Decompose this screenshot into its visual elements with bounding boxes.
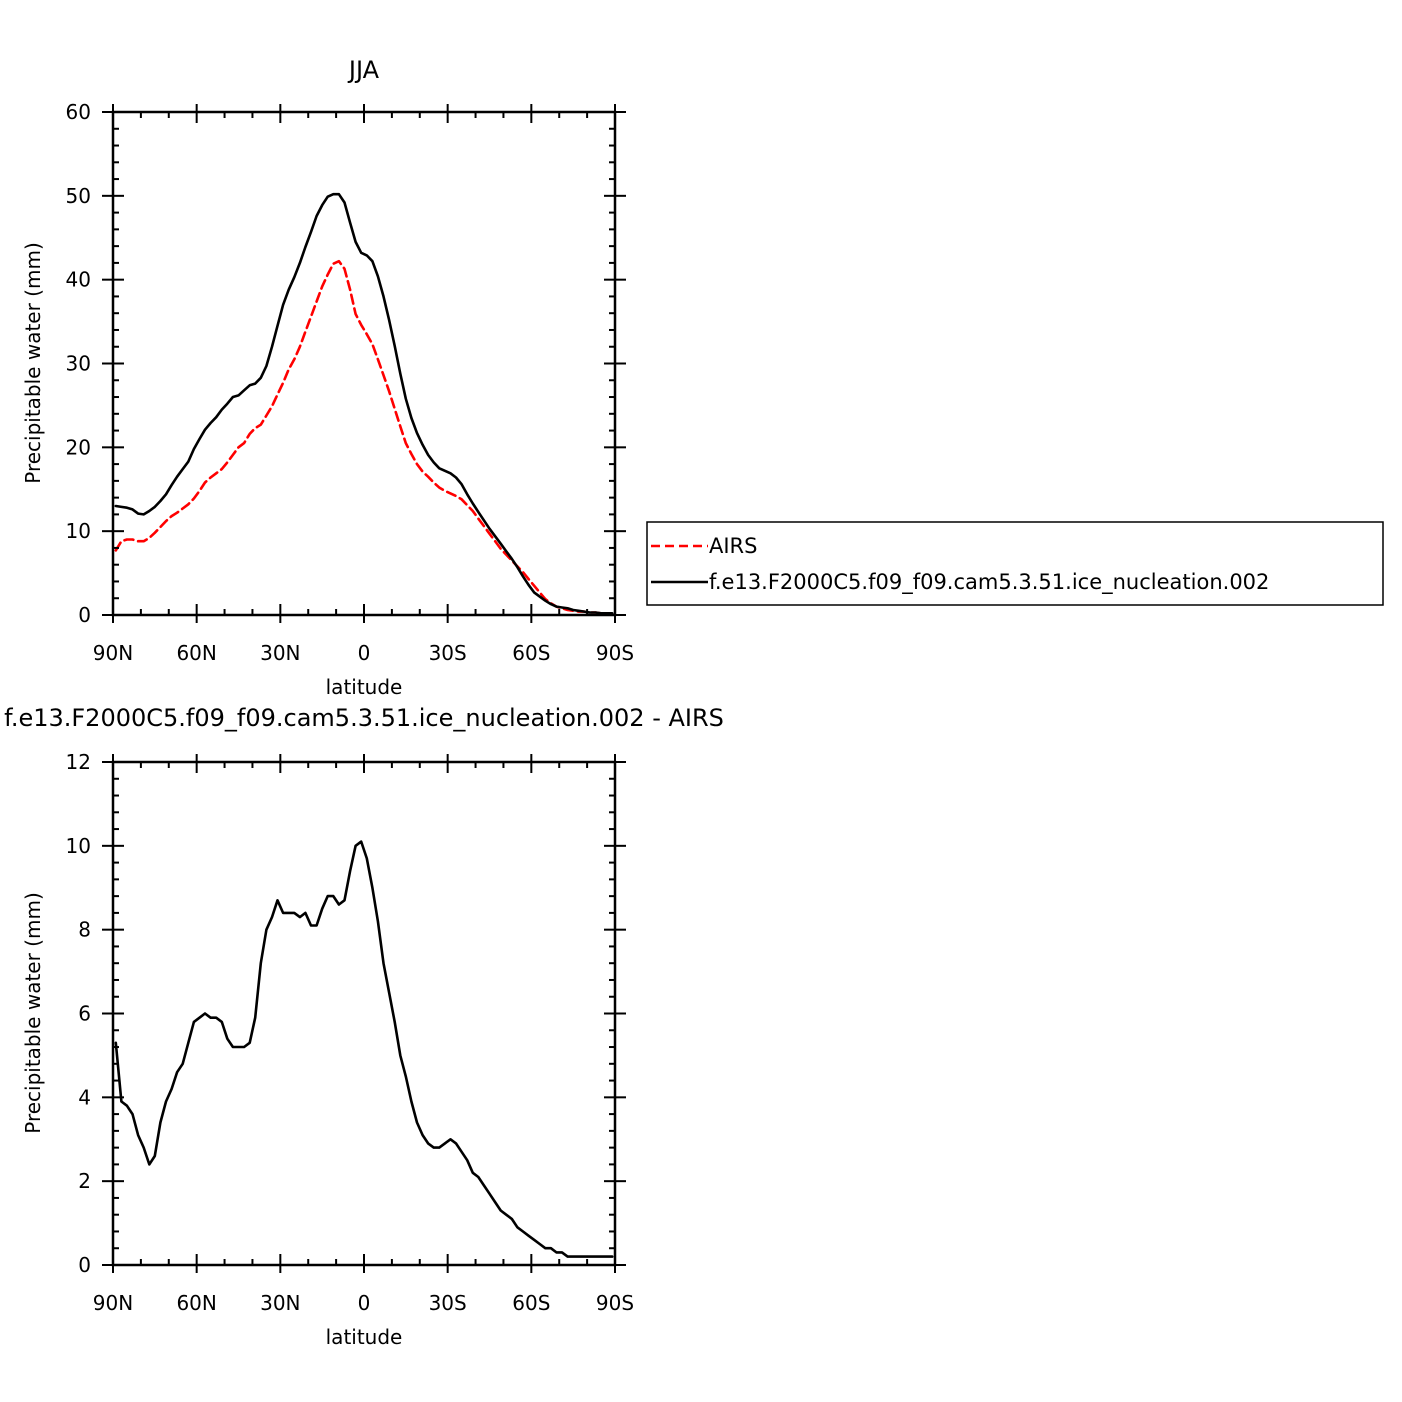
top-y-tick-label: 30 <box>66 352 91 376</box>
top-chart-series-group <box>114 192 614 616</box>
bottom-x-tick-label: 60S <box>512 1291 550 1315</box>
bottom-x-tick-label: 30N <box>260 1291 300 1315</box>
top-y-tick-label: 40 <box>66 268 91 292</box>
top-series-line-0 <box>114 259 614 616</box>
top-x-tick-label: 60S <box>512 641 550 665</box>
bottom-chart-panel: f.e13.F2000C5.f09_f09.cam5.3.51.ice_nucl… <box>4 704 724 1349</box>
bottom-x-tick-label: 90N <box>93 1291 133 1315</box>
top-chart-title: JJA <box>347 56 380 84</box>
top-chart-axes: 90N 60N 30N 0 30S 60S 90S 0 10 20 30 40 50 60 <box>66 100 635 665</box>
bottom-chart-axes: 90N 60N 30N 0 30S 60S 90S 0 2 4 6 8 10 12 <box>66 750 635 1315</box>
top-chart-xlabel: latitude <box>326 675 403 699</box>
bottom-y-tick-label: 10 <box>66 834 91 858</box>
bottom-chart-series-group <box>114 840 614 1258</box>
bottom-y-tick-label: 6 <box>78 1002 91 1026</box>
legend-box <box>646 521 1384 606</box>
bottom-x-tick-label: 0 <box>358 1291 371 1315</box>
bottom-y-tick-label: 4 <box>78 1085 91 1109</box>
top-y-tick-label: 10 <box>66 519 91 543</box>
top-chart-panel: JJA 90N 60N 30N 0 30S 60S 90S 0 10 20 30 40 50 60 lat… <box>21 56 634 699</box>
top-x-tick-label: 0 <box>358 641 371 665</box>
top-x-tick-label: 90S <box>596 641 634 665</box>
bottom-chart-title: f.e13.F2000C5.f09_f09.cam5.3.51.ice_nucl… <box>4 704 724 732</box>
bottom-x-tick-label: 30S <box>429 1291 467 1315</box>
top-x-tick-label: 90N <box>93 641 133 665</box>
bottom-y-tick-label: 2 <box>78 1169 91 1193</box>
top-y-tick-label: 50 <box>66 184 91 208</box>
top-x-tick-label: 30S <box>429 641 467 665</box>
top-y-tick-label: 60 <box>66 100 91 124</box>
top-chart-ylabel: Precipitable water (mm) <box>21 242 45 484</box>
top-y-tick-label: 20 <box>66 435 91 459</box>
top-plot-frame <box>111 110 617 617</box>
legend-label-model: f.e13.F2000C5.f09_f09.cam5.3.51.ice_nucl… <box>709 570 1269 595</box>
bottom-x-tick-label: 60N <box>176 1291 216 1315</box>
top-series-line-1 <box>114 192 614 615</box>
bottom-y-tick-label: 8 <box>78 918 91 942</box>
bottom-y-tick-label: 0 <box>78 1253 91 1277</box>
bottom-x-tick-label: 90S <box>596 1291 634 1315</box>
top-x-tick-label: 30N <box>260 641 300 665</box>
bottom-series-line-0 <box>114 840 614 1258</box>
bottom-y-tick-label: 12 <box>66 750 91 774</box>
legend: AIRS f.e13.F2000C5.f09_f09.cam5.3.51.ice… <box>646 521 1384 606</box>
legend-label-airs: AIRS <box>709 534 757 558</box>
bottom-plot-frame <box>111 760 617 1267</box>
bottom-chart-xlabel: latitude <box>326 1325 403 1349</box>
bottom-chart-ylabel: Precipitable water (mm) <box>21 892 45 1134</box>
top-y-tick-label: 0 <box>78 603 91 627</box>
top-x-tick-label: 60N <box>176 641 216 665</box>
